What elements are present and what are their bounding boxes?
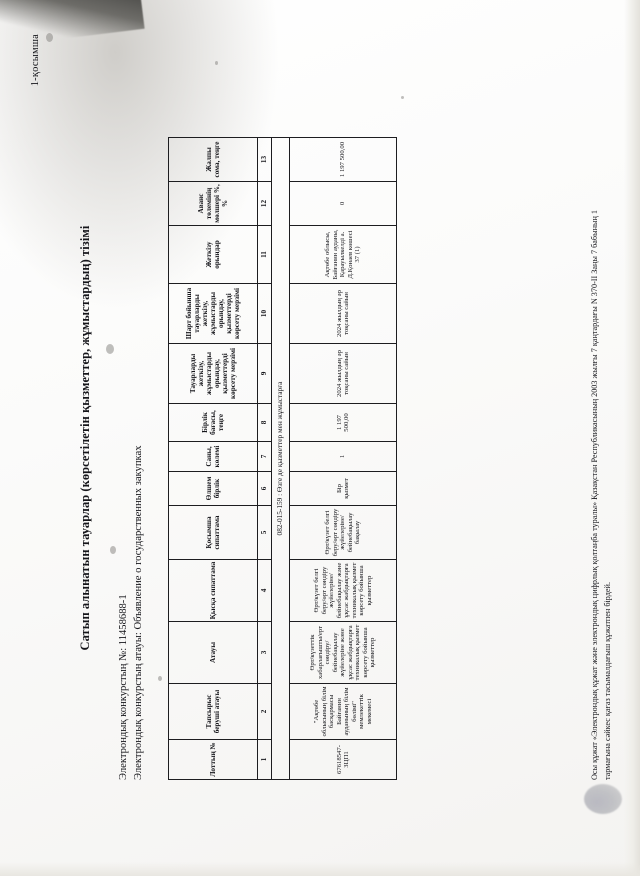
cell-advance: 0 bbox=[289, 181, 397, 226]
th-unit: Өлшем бірлік bbox=[168, 471, 258, 506]
cell-unit: Бір қызмет bbox=[289, 471, 397, 506]
cell-qty: 1 bbox=[289, 441, 397, 472]
colnum-1: 1 bbox=[257, 739, 272, 780]
scan-speck bbox=[46, 33, 53, 42]
table-header-row: Лоттың № Тапсырыс беруші атауы Атауы Қыс… bbox=[168, 137, 258, 780]
scan-edge-bottom bbox=[0, 862, 640, 876]
appendix-label: 1-қосымша bbox=[30, 34, 41, 87]
th-short-desc: Қысқа сипаттама bbox=[168, 559, 258, 622]
th-delivery-term: Тауарларды жеткізу, жұмыстарды орындау, … bbox=[168, 343, 258, 404]
legal-footnote-line-1: Осы құжат «Электрондық құжат және электр… bbox=[590, 210, 600, 780]
colnum-8: 8 bbox=[257, 403, 272, 442]
colnum-6: 6 bbox=[257, 471, 272, 506]
scan-edge-right bbox=[624, 0, 640, 876]
colnum-13: 13 bbox=[257, 137, 272, 182]
th-lot-no: Лоттың № bbox=[168, 739, 258, 780]
scan-speck bbox=[401, 96, 404, 99]
cell-lot-no: 67618547-ЗЦП1 bbox=[289, 739, 397, 780]
scan-stamp-smudge bbox=[584, 784, 622, 814]
colnum-7: 7 bbox=[257, 441, 272, 472]
th-customer: Тапсырыс беруші атауы bbox=[168, 683, 258, 740]
th-extra-desc: Қосымша сипаттама bbox=[168, 505, 258, 560]
tender-number: Электрондық конкурстың №: 11458688-1 bbox=[118, 594, 129, 780]
legal-footnote-line-2: тармағына сәйкес қағаз тасымалдағыш құжа… bbox=[602, 582, 612, 780]
colnum-9: 9 bbox=[257, 343, 272, 404]
cell-delivery-place: Ақтөбе облысы, Байғанин ауданы, Қарауылк… bbox=[289, 225, 397, 284]
cell-total: 1 197 500,00 bbox=[289, 137, 397, 182]
cell-name: Өрт/күзеттік хабарлағышты/ерт сөндіру/бе… bbox=[289, 621, 397, 684]
th-qty: Саны, көлемі bbox=[168, 441, 258, 472]
scan-speck bbox=[158, 676, 162, 681]
cell-extra-desc: Өрт/күзет белгі беру/өрт сөндіру жүйелер… bbox=[289, 505, 397, 560]
cell-contract-term: 2024 жылдың әр тоқсаны сайын bbox=[289, 283, 397, 344]
colnum-3: 3 bbox=[257, 621, 272, 684]
lot-banner-cell: 082-015-159 : Өзге де қызметтер мен жұмы… bbox=[271, 137, 290, 780]
th-name: Атауы bbox=[168, 621, 258, 684]
table-column-number-row: 1 2 3 4 5 6 7 8 9 10 11 12 13 bbox=[257, 137, 272, 780]
colnum-12: 12 bbox=[257, 181, 272, 226]
tender-name: Электрондық конкурстың атауы: Объявление… bbox=[133, 445, 145, 780]
scan-speck bbox=[110, 546, 116, 554]
table-row: 67618547-ЗЦП1 "Ақтөбе облысының білім ба… bbox=[289, 137, 397, 780]
purchase-items-table: Лоттың № Тапсырыс беруші атауы Атауы Қыс… bbox=[168, 137, 397, 780]
colnum-10: 10 bbox=[257, 283, 272, 344]
tender-meta: Электрондық конкурстың №: 11458688-1 Эле… bbox=[116, 445, 147, 780]
th-unit-price: Бірлік бағасы, теңге bbox=[168, 403, 258, 442]
colnum-5: 5 bbox=[257, 505, 272, 560]
th-advance: Аванс төлемінің мөлшері %, % bbox=[168, 181, 258, 226]
cell-customer: "Ақтөбе облысының білім басқармасы Байға… bbox=[289, 683, 397, 740]
th-contract-term: Шарт бойынша тауарларды жеткізу, жұмыста… bbox=[168, 283, 258, 344]
cell-short-desc: Өрт/күзет белгі беру/өрт сөндіру жүйелер… bbox=[289, 559, 397, 622]
cell-unit-price: 1 197 500,00 bbox=[289, 403, 397, 442]
scan-speck bbox=[215, 61, 218, 65]
page-title: Сатып алынатын тауарлар (көрсетілетін қы… bbox=[78, 225, 92, 651]
th-delivery-place: Жеткізу орындар bbox=[168, 225, 258, 284]
cell-delivery-term: 2024 жылдың әр тоқсаны сайын bbox=[289, 343, 397, 404]
colnum-2: 2 bbox=[257, 683, 272, 740]
th-total: Жалпы сома, теңге bbox=[168, 137, 258, 182]
scan-speck bbox=[106, 344, 114, 354]
lot-banner-row: 082-015-159 : Өзге де қызметтер мен жұмы… bbox=[271, 137, 290, 780]
colnum-11: 11 bbox=[257, 225, 272, 284]
colnum-4: 4 bbox=[257, 559, 272, 622]
legal-footnote: Осы құжат «Электрондық құжат және электр… bbox=[589, 210, 614, 780]
